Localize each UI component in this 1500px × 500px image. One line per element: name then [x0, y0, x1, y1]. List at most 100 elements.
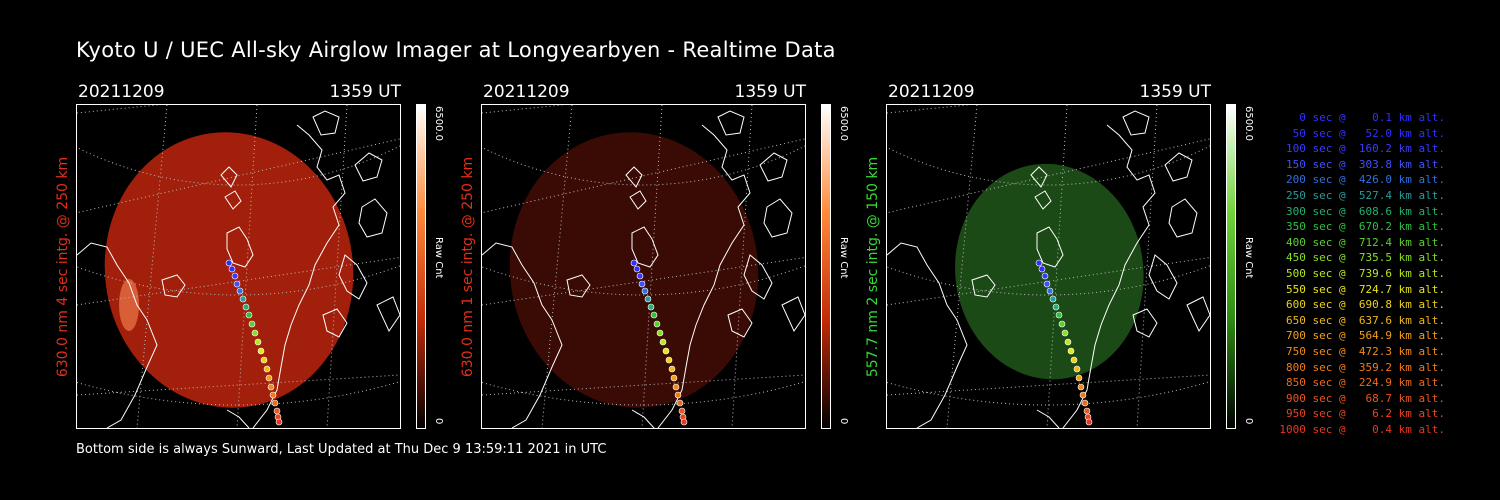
panel-time: 1359 UT [734, 82, 807, 102]
trajectory-point [674, 391, 682, 399]
colorbar [1226, 104, 1236, 429]
trajectory-point [1079, 391, 1087, 399]
legend-row: 800 sec @ 359.2 km alt. [1279, 360, 1445, 374]
page-title: Kyoto U / UEC All-sky Airglow Imager at … [76, 38, 836, 62]
trajectory-point [251, 329, 259, 337]
coastline [252, 124, 346, 428]
coastline [161, 274, 186, 298]
coastline [717, 110, 745, 136]
coastline [727, 308, 753, 338]
trajectory-point [1064, 338, 1072, 346]
colorbar-min-label: 0 [433, 418, 444, 425]
coastline [566, 274, 591, 298]
trajectory-point [236, 287, 244, 295]
allsky-image [481, 104, 806, 429]
coastline [657, 124, 751, 428]
trajectory-point [248, 320, 256, 328]
coastline [77, 242, 158, 428]
trajectory-point [665, 356, 673, 364]
trajectory-point [273, 407, 281, 415]
legend-row: 0 sec @ 0.1 km alt. [1279, 111, 1445, 124]
coastline [1062, 124, 1156, 428]
trajectory-point [1052, 303, 1060, 311]
trajectory-point [641, 287, 649, 295]
coastline [1168, 198, 1198, 238]
trajectory-point [257, 347, 265, 355]
airglow-panel-2: 20211209 1359 UT 630.0 nm 1 sec intg. @ … [460, 82, 849, 432]
coastline [1122, 110, 1150, 136]
trajectory-point [1058, 320, 1066, 328]
trajectory-point [242, 303, 250, 311]
trajectory-point [254, 338, 262, 346]
coastline [322, 308, 348, 338]
legend-row: 400 sec @ 712.4 km alt. [1279, 235, 1445, 249]
trajectory-point [636, 272, 644, 280]
trajectory-point [265, 374, 273, 382]
trajectory-point [228, 265, 236, 273]
allsky-image [886, 104, 1211, 429]
airglow-disc [955, 163, 1144, 380]
trajectory-point [680, 418, 688, 426]
trajectory-point [1038, 265, 1046, 273]
trajectory-point [233, 280, 241, 288]
coastline [631, 409, 655, 428]
trajectory-point [672, 383, 680, 391]
trajectory-point [1083, 407, 1091, 415]
colorbar-max-label: 6500.0 [433, 106, 444, 141]
trajectory-point [239, 295, 247, 303]
coastline [226, 409, 250, 428]
trajectory-point [1077, 383, 1085, 391]
coastline [971, 274, 996, 298]
legend-row: 1000 sec @ 0.4 km alt. [1279, 422, 1445, 436]
trajectory-point [662, 347, 670, 355]
legend-row: 850 sec @ 224.9 km alt. [1279, 376, 1445, 390]
trajectory-point [225, 259, 233, 267]
colorbar [416, 104, 426, 429]
coastline [1132, 308, 1158, 338]
legend-row: 150 sec @ 303.8 km alt. [1279, 157, 1445, 171]
trajectory-point [647, 303, 655, 311]
colorbar-max-label: 6500.0 [838, 106, 849, 141]
trajectory-legend: 0 sec @ 0.1 km alt. 50 sec @ 52.0 km alt… [1265, 110, 1445, 437]
coastline [743, 254, 773, 300]
colorbar-unit-label: Raw Cnt [838, 237, 849, 279]
legend-row: 650 sec @ 637.6 km alt. [1279, 313, 1445, 327]
legend-row: 350 sec @ 670.2 km alt. [1279, 220, 1445, 234]
trajectory-point [1055, 311, 1063, 319]
colorbar-max-label: 6500.0 [1243, 106, 1254, 141]
legend-row: 250 sec @ 527.4 km alt. [1279, 188, 1445, 202]
coastline [1148, 254, 1178, 300]
coastline [1164, 152, 1193, 182]
coastline [1186, 296, 1210, 333]
coastline [629, 190, 647, 210]
trajectory-point [1035, 259, 1043, 267]
trajectory-point [1073, 365, 1081, 373]
coastline [354, 152, 383, 182]
coastline [1036, 226, 1064, 268]
trajectory-point [1046, 287, 1054, 295]
coastline [1036, 409, 1060, 428]
colorbar-unit-label: Raw Cnt [1243, 237, 1254, 279]
allsky-image [76, 104, 401, 429]
panel-ylabel: 630.0 nm 4 sec intg. @ 250 km [55, 156, 71, 377]
panel-date: 20211209 [483, 82, 570, 102]
aurora-patch [119, 279, 139, 331]
panel-time: 1359 UT [329, 82, 402, 102]
trajectory-point [267, 383, 275, 391]
trajectory-point [1041, 272, 1049, 280]
legend-row: 550 sec @ 724.7 km alt. [1279, 282, 1445, 296]
trajectory-point [638, 280, 646, 288]
coastline [887, 242, 968, 428]
trajectory-point [678, 407, 686, 415]
trajectory-point [630, 259, 638, 267]
trajectory-point [1061, 329, 1069, 337]
coastline [376, 296, 400, 333]
legend-row: 750 sec @ 472.3 km alt. [1279, 344, 1445, 358]
legend-row: 200 sec @ 426.0 km alt. [1279, 173, 1445, 187]
legend-row: 450 sec @ 735.5 km alt. [1279, 251, 1445, 265]
coastline [226, 226, 254, 268]
legend-row: 50 sec @ 52.0 km alt. [1279, 126, 1445, 140]
trajectory-point [1085, 418, 1093, 426]
trajectory-point [231, 272, 239, 280]
trajectory-point [275, 418, 283, 426]
